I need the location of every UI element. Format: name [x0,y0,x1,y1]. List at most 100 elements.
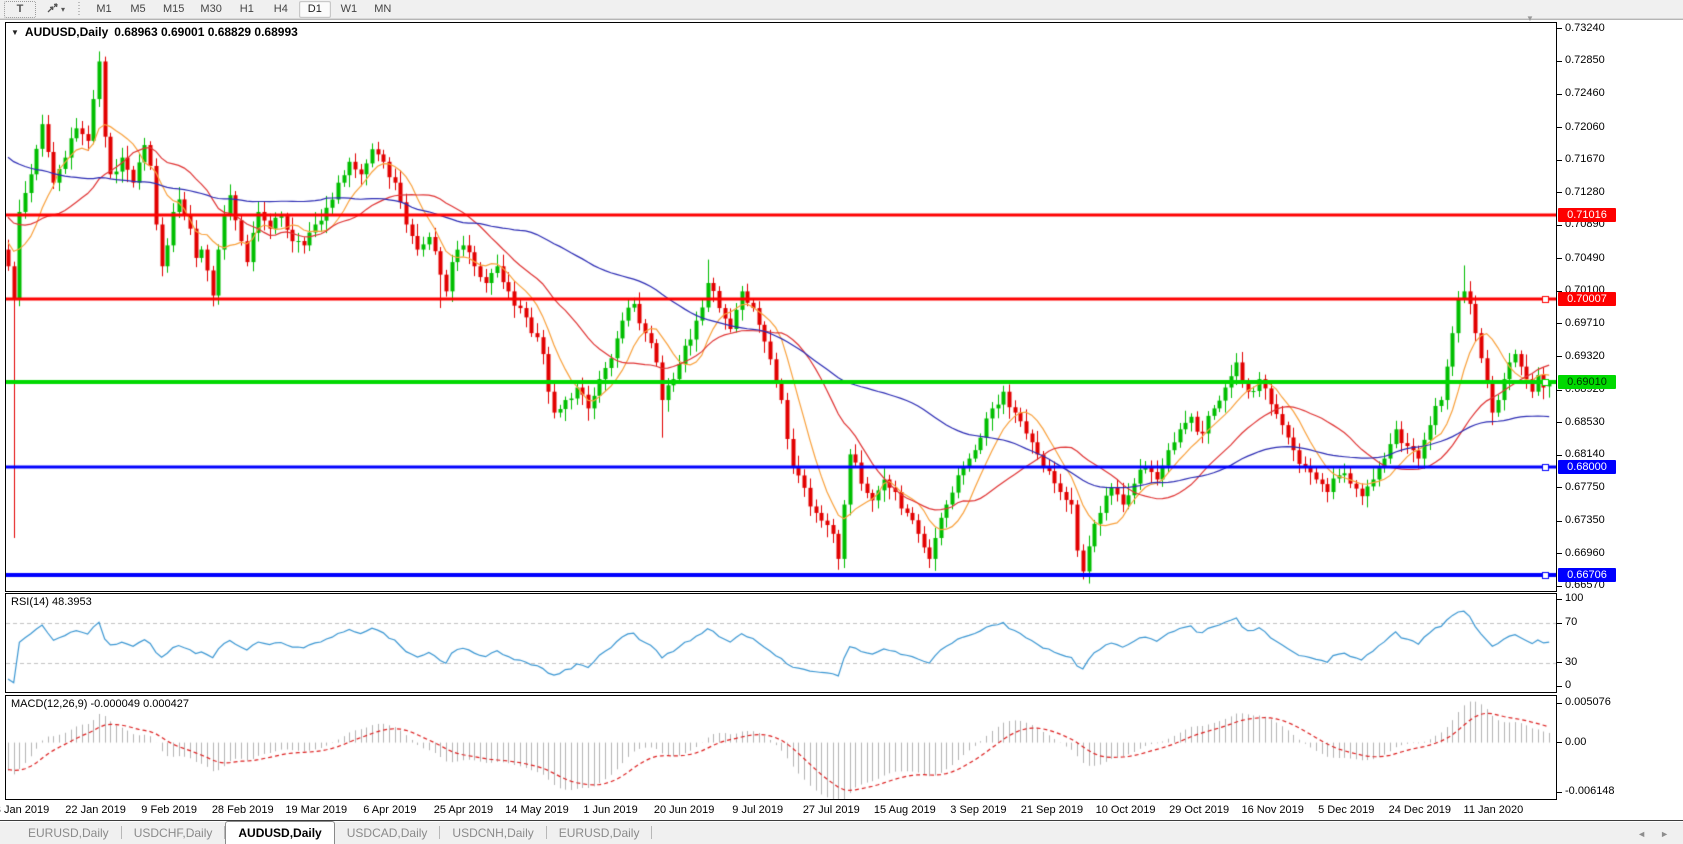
price-chart-panel: ▼ AUDUSD,Daily 0.68963 0.69001 0.68829 0… [5,22,1557,592]
date-tick-label: 24 Dec 2019 [1388,804,1452,816]
timeframe-button-m15[interactable]: M15 [163,3,185,15]
chart-tab-usdcnh-daily[interactable]: USDCNH,Daily [452,826,534,840]
timeframe-button-m5[interactable]: M5 [130,3,146,15]
price-tick-mark [1557,520,1562,522]
chart-tab-usdchf-daily[interactable]: USDCHF,Daily [133,826,213,840]
tabs-scroll-right-icon[interactable]: ► [1660,829,1669,839]
date-tick-label: 1 Jun 2019 [583,804,638,816]
price-tick-label: 0.71280 [1565,185,1605,198]
chevron-down-icon[interactable]: ▾ [61,4,66,14]
rsi-tick-mark [1557,622,1562,624]
price-tick-label: 0.66960 [1565,546,1605,559]
price-tick-mark [1557,224,1562,226]
price-tick-mark [1557,28,1562,30]
level-price-label: 0.68000 [1558,459,1616,474]
cursor-arrows-icon [46,2,59,17]
price-tick-mark [1557,454,1562,456]
text-tool-button[interactable]: T [4,0,36,18]
price-tick-label: 0.69710 [1565,316,1605,329]
date-tick-label: 14 May 2019 [505,804,569,816]
date-tick-label: 5 Dec 2019 [1318,804,1375,816]
macd-tick-mark [1557,742,1562,744]
date-tick-label: 6 Apr 2019 [363,804,417,816]
price-tick-mark [1557,487,1562,489]
timeframe-buttons: M1 M5 M15 M30 H1 H4 D1 W1 MN [88,0,399,18]
rsi-label: RSI(14) 48.3953 [11,596,92,608]
chart-tab-eurusd-daily[interactable]: EURUSD,Daily [28,826,109,840]
date-axis[interactable]: 3 Jan 2019 22 Jan 2019 9 Feb 2019 28 Feb 20… [0,801,1560,820]
date-tick-label: 11 Jan 2020 [1463,804,1524,816]
price-tick-label: 0.72460 [1565,87,1605,100]
price-tick-mark [1557,159,1562,161]
chart-tab-usdcad-daily[interactable]: USDCAD,Daily [346,826,428,840]
macd-tick-mark [1557,791,1562,793]
price-tick-label: 0.68530 [1565,415,1605,428]
arrows-tool-button[interactable]: ▾ [42,1,69,18]
date-tick-label: 25 Apr 2019 [433,804,494,816]
tab-separator [224,826,226,839]
macd-canvas[interactable] [6,696,1556,799]
rsi-canvas[interactable] [6,594,1556,692]
rsi-tick-mark [1557,685,1562,687]
price-tick-label: 0.67350 [1565,514,1605,527]
timeframe-button-d1[interactable]: D1 [298,0,331,18]
price-tick-label: 0.72060 [1565,120,1605,133]
level-price-label: 0.71016 [1558,207,1616,222]
scroll-nub-icon[interactable]: ▼ [1526,14,1534,23]
timeframe-button-h4[interactable]: H4 [273,3,288,15]
chart-tab-bar: EURUSD,Daily USDCHF,Daily AUDUSD,Daily USDC… [0,820,1683,844]
price-axis[interactable] [1557,20,1683,820]
macd-tick-label: 0.00 [1565,735,1587,748]
macd-panel: MACD(12,26,9) -0.000049 0.000427 [5,695,1557,800]
date-tick-label: 16 Nov 2019 [1241,804,1304,816]
chart-tab-eurusd-daily[interactable]: EURUSD,Daily [558,826,640,840]
date-tick-label: 27 Jul 2019 [802,804,860,816]
timeframe-button-m30[interactable]: M30 [200,3,222,15]
rsi-tick-label: 0 [1565,679,1572,691]
timeframe-button-mn[interactable]: MN [374,3,392,15]
date-tick-label: 15 Aug 2019 [873,804,936,816]
date-tick-label: 9 Feb 2019 [141,804,197,816]
price-chart-canvas[interactable] [6,23,1556,591]
macd-tick-label: -0.006148 [1565,785,1615,797]
date-tick-label: 19 Mar 2019 [285,804,348,816]
rsi-tick-label: 100 [1565,592,1584,604]
price-tick-mark [1557,323,1562,325]
date-tick-label: 3 Sep 2019 [950,804,1007,816]
rsi-tick-label: 70 [1565,616,1578,629]
timeframe-button-w1[interactable]: W1 [340,3,358,15]
price-tick-label: 0.72850 [1565,54,1605,67]
tab-separator [545,826,547,839]
date-tick-label: 10 Oct 2019 [1095,804,1156,816]
timeframe-button-m1[interactable]: M1 [96,3,112,15]
price-tick-mark [1557,389,1562,391]
price-tick-mark [1557,60,1562,62]
symbol-dropdown-icon[interactable]: ▼ [11,27,19,37]
price-tick-mark [1557,290,1562,292]
tab-separator [439,826,441,839]
date-tick-label: 20 Jun 2019 [653,804,715,816]
date-tick-label: 29 Oct 2019 [1169,804,1230,816]
chart-window: ▼ ▼ AUDUSD,Daily 0.68963 0.69001 0.68829… [0,14,1683,821]
price-tick-label: 0.70490 [1565,251,1605,264]
level-price-label: 0.70007 [1558,292,1616,307]
tabs-scroll-left-icon[interactable]: ◄ [1637,829,1647,839]
price-tick-mark [1557,553,1562,555]
chart-tab-audusd-daily[interactable]: AUDUSD,Daily [225,821,335,844]
price-tick-mark [1557,585,1562,587]
level-price-label: 0.69010 [1558,375,1616,390]
chart-symbol: AUDUSD,Daily [24,25,109,39]
price-tick-mark [1557,93,1562,95]
rsi-panel: RSI(14) 48.3953 [5,593,1557,693]
price-tick-label: 0.71670 [1565,153,1605,166]
date-tick-label: 9 Jul 2019 [732,804,784,816]
date-tick-label: 28 Feb 2019 [211,804,274,816]
rsi-tick-label: 30 [1565,655,1578,668]
price-tick-label: 0.69320 [1565,349,1605,362]
tab-separator [120,826,122,839]
price-tick-label: 0.68140 [1565,448,1605,461]
price-tick-mark [1557,258,1562,260]
macd-tick-mark [1557,702,1562,704]
timeframe-button-h1[interactable]: H1 [239,3,254,15]
chart-title: ▼ AUDUSD,Daily 0.68963 0.69001 0.68829 0… [11,25,298,39]
